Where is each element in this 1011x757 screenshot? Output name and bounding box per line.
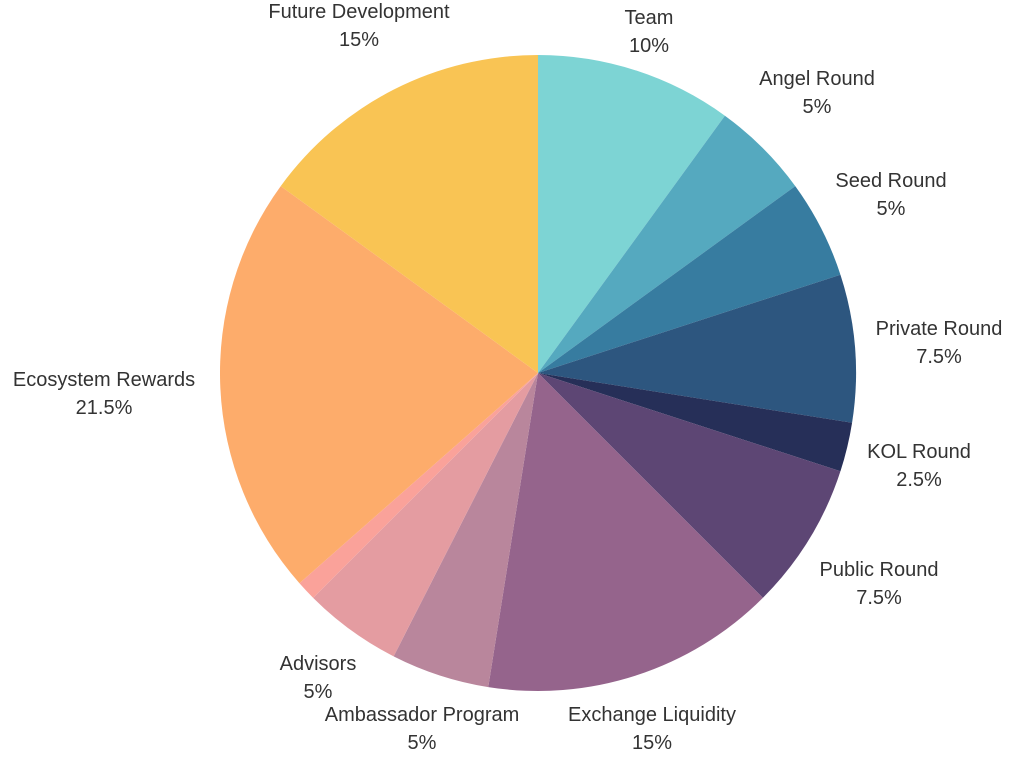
slice-value-team: 10% [629,35,669,57]
slice-future-development [280,55,538,373]
slice-exchange-liquidity [488,373,763,691]
slice-value-advisors: 5% [304,681,333,703]
slice-label-angel-round: Angel Round [759,68,875,90]
pie-labels: Team 10% Angel Round 5% Seed Round 5% Private … [13,1,1003,754]
slice-label-exchange-liquidity: Exchange Liquidity [568,704,736,726]
slice-ambassador-program [393,373,538,688]
slice-label-advisors: Advisors [280,653,357,675]
slice-private-round [538,274,856,423]
slice-label-public-round: Public Round [820,559,939,581]
slice-value-exchange-liquidity: 15% [632,732,672,754]
slice-label-ambassador-program: Ambassador Program [325,704,520,726]
slice-label-ecosystem-rewards: Ecosystem Rewards [13,369,195,391]
slice-value-angel-round: 5% [803,96,832,118]
slice-ecosystem-rewards [219,186,538,584]
pie-slices [219,55,856,691]
slice-public-round [538,373,841,598]
slice-kol-round [538,373,853,472]
slice-value-kol-round: 2.5% [896,469,942,491]
slice-team [538,55,725,373]
slice-value-private-round: 7.5% [916,346,962,368]
slice-value-future-development: 15% [339,29,379,51]
slice-value-seed-round: 5% [877,198,906,220]
slice-angel-round [538,115,796,373]
slice-label-seed-round: Seed Round [835,170,946,192]
slice-label-team: Team [625,7,674,29]
slice-advisors [313,373,538,657]
slice-value-public-round: 7.5% [856,587,902,609]
slice-label-kol-round: KOL Round [867,441,971,463]
slice-value-ecosystem-rewards: 21.5% [76,397,133,419]
slice-value-ambassador-program: 5% [408,732,437,754]
slice-label-private-round: Private Round [876,318,1003,340]
slice-seed-round [538,186,841,373]
slice-unlabeled-9 [299,373,538,598]
slice-label-future-development: Future Development [268,1,450,23]
